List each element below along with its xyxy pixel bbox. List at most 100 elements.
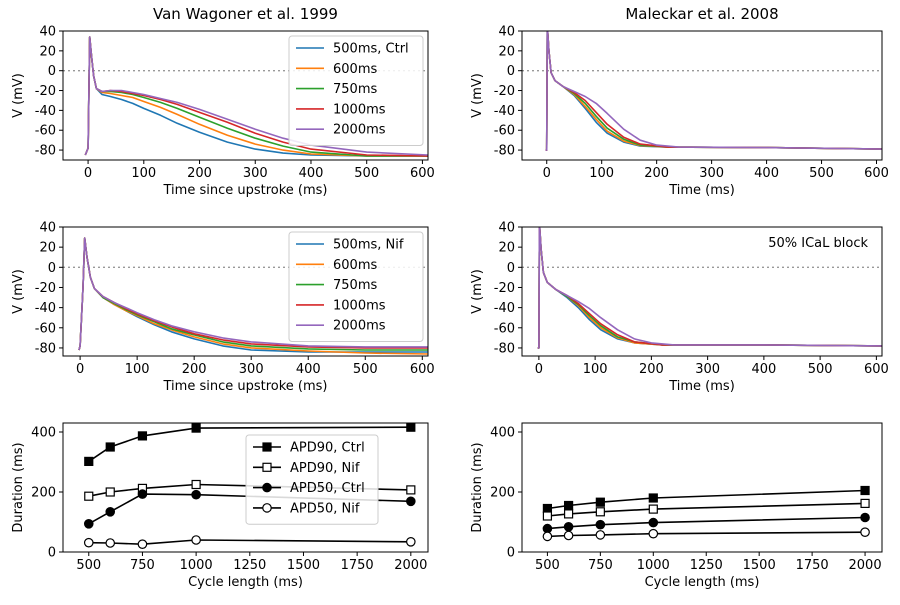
data-point	[563, 530, 574, 541]
data-point	[648, 493, 658, 503]
y-tick-label: -60	[494, 124, 515, 139]
y-tick-label: 0	[48, 261, 56, 276]
data-point	[191, 423, 201, 433]
x-tick-label: 500	[535, 558, 560, 573]
x-tick-label: 500	[808, 362, 833, 377]
x-tick-label: 1500	[743, 558, 776, 573]
x-tick-label: 0	[76, 362, 84, 377]
y-tick-label: 0	[507, 64, 515, 79]
data-point	[105, 506, 116, 517]
axes-frame	[62, 30, 429, 161]
series-line-2	[547, 502, 866, 517]
x-tick-label: 200	[639, 362, 664, 377]
y-axis-label: Duration (ms)	[11, 442, 26, 532]
x-tick-label: 600	[410, 166, 435, 181]
x-tick-label: 200	[182, 362, 207, 377]
x-axis-label: Time (ms)	[668, 183, 735, 198]
x-tick-label: 0	[543, 166, 551, 181]
y-tick-label: -20	[35, 84, 56, 99]
x-tick-label: 600	[410, 362, 435, 377]
data-point	[595, 530, 606, 540]
y-tick-label: -20	[494, 281, 515, 296]
data-point	[191, 535, 201, 545]
y-tick-label: -20	[494, 84, 515, 99]
data-point	[105, 442, 115, 452]
legend-item: 750ms	[296, 82, 377, 97]
y-tick-label: 40	[39, 25, 56, 40]
x-tick-label: 400	[296, 362, 321, 377]
data-point	[595, 519, 606, 530]
x-tick-label: 600	[864, 362, 889, 377]
y-tick-label: 40	[39, 221, 56, 236]
y-tick-label: 0	[48, 546, 56, 561]
data-point	[542, 523, 553, 534]
y-tick-label: -80	[494, 144, 515, 159]
legend-box	[245, 434, 379, 525]
plot-area	[542, 485, 870, 542]
legend-marker	[262, 503, 272, 513]
x-tick-label: 500	[353, 362, 378, 377]
x-tick-label: 2000	[849, 558, 882, 573]
legend-label: 1000ms	[333, 298, 386, 313]
series-line-4	[88, 539, 411, 546]
panel-b: 0 100 200 300 400 500 60040200-20-40-60-80Time…	[470, 5, 889, 198]
legend-label: 600ms	[333, 258, 377, 273]
y-tick-label: 400	[31, 426, 56, 441]
y-tick-label: -40	[494, 104, 515, 119]
legend: APD90, Ctrl APD90, Nif APD50, Ctrl APD50, N…	[245, 434, 379, 525]
legend-item: 750ms	[296, 278, 377, 293]
plot-area	[545, 31, 882, 151]
data-point	[137, 539, 148, 549]
x-tick-label: 200	[644, 166, 669, 181]
x-tick-label: 100	[131, 166, 156, 181]
panel-f: 500 750 1000 1250 1500 1750 2000 0 200 400 Cycle l…	[470, 422, 883, 590]
legend-item: 600ms	[296, 258, 377, 273]
legend-item: 500ms, Nif	[296, 238, 404, 253]
x-tick-label: 0	[84, 166, 92, 181]
y-tick-label: -40	[35, 301, 56, 316]
y-tick-label: 0	[48, 64, 56, 79]
x-tick-label: 400	[751, 362, 776, 377]
x-tick-label: 1000	[637, 558, 670, 573]
data-point	[595, 507, 605, 517]
legend-label: APD90, Nif	[290, 461, 360, 476]
series-line-3	[547, 516, 866, 530]
panel-d: 0 100 200 300 400 500 60040200-20-40-60-80Time…	[470, 221, 889, 395]
x-tick-label: 0	[535, 362, 543, 377]
x-tick-label: 500	[809, 166, 834, 181]
plot-area	[78, 237, 428, 355]
legend: 500ms, Nif 600ms 750ms 1000ms 2000ms	[288, 231, 424, 342]
x-tick-label: 400	[299, 166, 324, 181]
y-tick-label: 200	[490, 486, 515, 501]
plot-area	[537, 227, 882, 349]
legend-label: APD90, Ctrl	[290, 441, 365, 456]
series-line-5	[545, 31, 882, 151]
axes-frame	[521, 30, 883, 161]
x-tick-label: 1000	[180, 558, 213, 573]
data-point	[860, 527, 870, 537]
legend-label: 500ms, Ctrl	[333, 42, 409, 57]
x-axis-label: Time (ms)	[668, 379, 735, 394]
y-tick-label: 200	[31, 486, 56, 501]
legend-item: 500ms, Ctrl	[296, 42, 409, 57]
legend-item: 1000ms	[296, 102, 386, 117]
data-point	[542, 511, 553, 521]
plot-area	[83, 423, 416, 549]
legend-item: APD50, Ctrl	[253, 481, 365, 496]
panel-c: 0 100 200 300 400 500 60040200-20-40-60-80Time…	[11, 221, 435, 395]
data-point	[406, 496, 416, 507]
y-axis-label: V (mV)	[470, 73, 485, 118]
x-tick-label: 1750	[341, 558, 374, 573]
series-line-5	[78, 237, 428, 351]
data-point	[648, 517, 659, 528]
legend-item: 1000ms	[296, 298, 386, 313]
axes-frame	[62, 226, 429, 357]
y-tick-label: 20	[498, 44, 515, 59]
legend-item: 600ms	[296, 62, 377, 77]
series-line-5	[84, 36, 428, 156]
data-point	[406, 536, 416, 547]
y-tick-label: -60	[35, 321, 56, 336]
legend-item: 2000ms	[296, 123, 386, 138]
x-tick-label: 100	[583, 362, 608, 377]
